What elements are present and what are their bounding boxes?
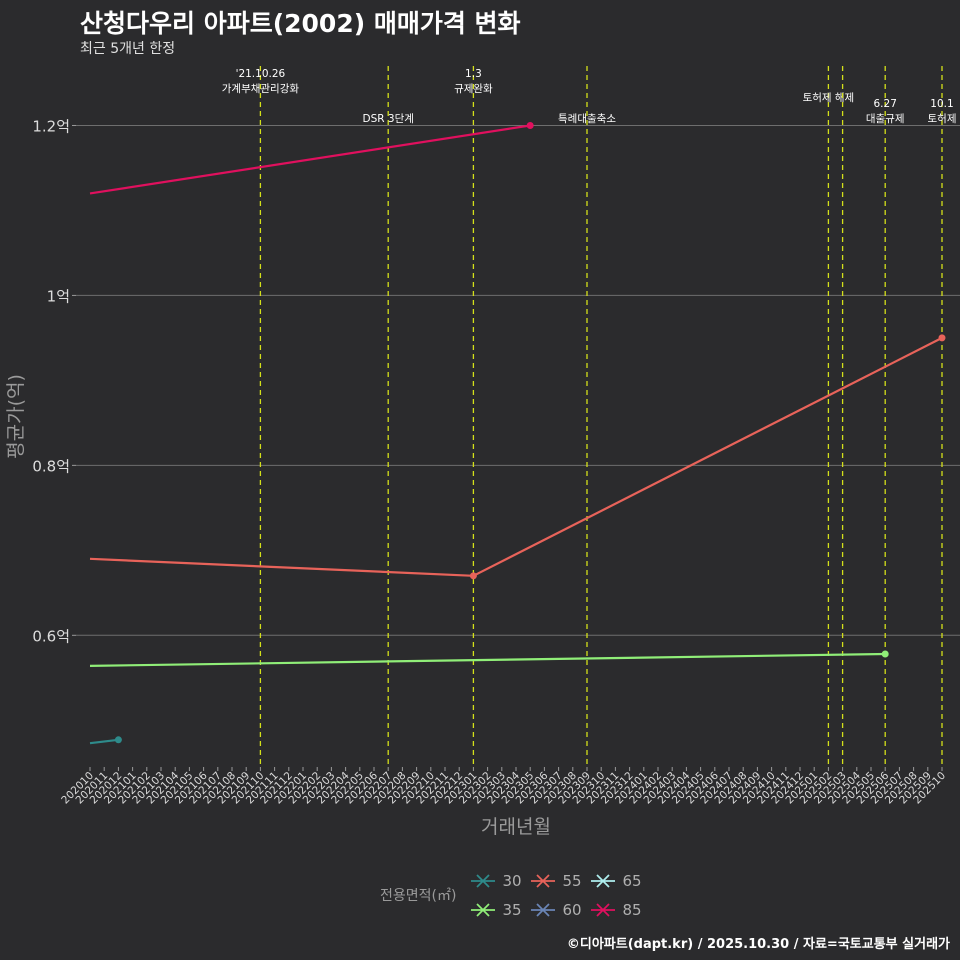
legend-key-icon <box>531 873 556 888</box>
legend-item-65[interactable]: 65 <box>590 866 650 895</box>
legend-key-icon <box>471 873 496 888</box>
event-label: '21.10.26 <box>236 68 286 80</box>
legend-key-stroke <box>596 873 611 888</box>
legend-label: 85 <box>622 900 642 919</box>
data-point-30 <box>114 736 122 744</box>
legend: 전용면적(㎡) 30 55 65 35 60 85 <box>380 866 650 924</box>
chart-subtitle: 최근 5개년 한정 <box>80 41 176 57</box>
y-tick-label: 1.2억 <box>32 117 70 135</box>
x-axis-title: 거래년월 <box>481 816 551 838</box>
legend-label: 30 <box>502 871 522 890</box>
legend-key-stroke <box>596 902 611 917</box>
y-axis-title: 평균가(억) <box>5 374 27 459</box>
event-label: 1.3 <box>465 68 482 80</box>
event-label: 특례대출축소 <box>558 113 616 125</box>
y-tick-label: 1억 <box>47 287 70 305</box>
source-caption: ©디아파트(dapt.kr) / 2025.10.30 / 자료=국토교통부 실… <box>566 937 950 952</box>
legend-key-stroke <box>536 873 551 888</box>
legend-key-stroke <box>536 902 551 917</box>
event-label: 규제완화 <box>454 82 493 95</box>
legend-key-icon <box>471 902 496 917</box>
event-label: 6.27 <box>874 98 897 110</box>
legend-item-55[interactable]: 55 <box>530 866 590 895</box>
plot-panel <box>76 66 960 767</box>
y-tick-label: 0.6억 <box>32 627 70 645</box>
series-line-85 <box>89 124 531 195</box>
data-point-85 <box>526 121 534 129</box>
chart-title: 산청다우리 아파트(2002) 매매가격 변화 <box>80 9 521 38</box>
event-label: DSR 3단계 <box>363 113 414 125</box>
legend-item-60[interactable]: 60 <box>530 895 590 924</box>
legend-label: 65 <box>622 871 642 890</box>
event-label: 10.1 <box>930 98 953 110</box>
legend-key-stroke <box>476 902 491 917</box>
data-point-35 <box>881 650 889 658</box>
legend-grid: 30 55 65 35 60 85 <box>470 866 650 924</box>
series-line-35 <box>89 652 886 667</box>
event-label: 토허제 <box>928 113 957 125</box>
event-label: 토허제 해제 <box>803 91 855 104</box>
y-tick-label: 0.8억 <box>32 457 70 475</box>
data-point-55 <box>469 572 477 580</box>
event-label: 대출규제 <box>866 113 905 125</box>
legend-item-30[interactable]: 30 <box>470 866 530 895</box>
legend-label: 35 <box>502 900 522 919</box>
legend-key-icon <box>591 902 616 917</box>
legend-key-icon <box>531 902 556 917</box>
series-line-30 <box>89 738 119 745</box>
event-label: 가계부채관리강화 <box>222 83 300 95</box>
data-point-55 <box>938 334 946 342</box>
legend-label: 55 <box>562 871 582 890</box>
legend-key-icon <box>591 873 616 888</box>
legend-title: 전용면적(㎡) <box>380 888 457 904</box>
legend-item-35[interactable]: 35 <box>470 895 530 924</box>
legend-key-stroke <box>476 873 491 888</box>
legend-item-85[interactable]: 85 <box>590 895 650 924</box>
legend-label: 60 <box>562 900 582 919</box>
